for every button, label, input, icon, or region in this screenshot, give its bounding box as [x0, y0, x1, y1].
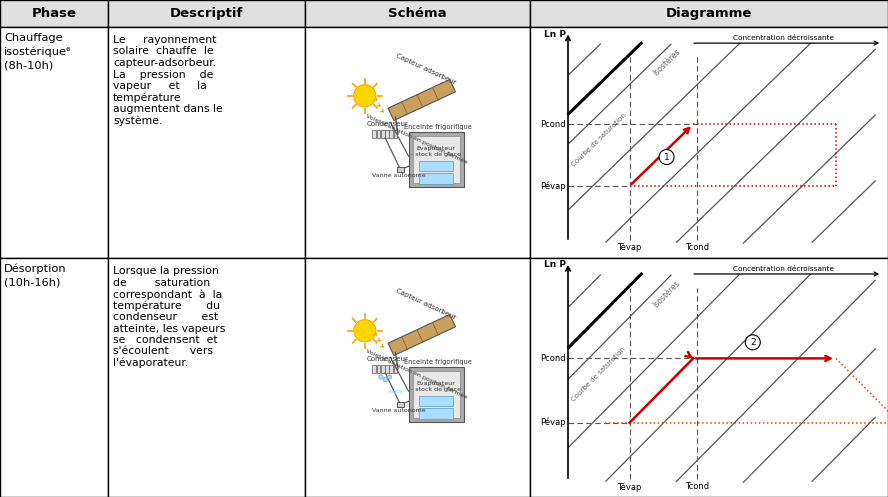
Circle shape: [353, 320, 376, 342]
Bar: [108, 258, 305, 497]
Text: Isostères: Isostères: [651, 47, 682, 78]
Text: solaire  chauffe  le: solaire chauffe le: [113, 47, 214, 57]
Circle shape: [387, 375, 392, 379]
Text: 1: 1: [663, 153, 670, 162]
Bar: [0, 0, 108, 27]
Text: Pévap: Pévap: [541, 181, 566, 191]
Text: Volet d'aération en position fermée: Volet d'aération en position fermée: [365, 348, 468, 400]
Bar: [381, 365, 385, 373]
Text: Evaporateur
- stock de glace: Evaporateur - stock de glace: [411, 381, 461, 392]
Text: Schéma: Schéma: [388, 7, 447, 20]
Bar: [381, 130, 385, 138]
Text: Condenseur: Condenseur: [366, 356, 408, 362]
Bar: [397, 402, 404, 407]
Text: système.: système.: [113, 115, 163, 126]
Text: Désorption
(10h-16h): Désorption (10h-16h): [4, 264, 67, 288]
Text: l'évaporateur.: l'évaporateur.: [113, 358, 188, 368]
Bar: [397, 167, 404, 172]
Text: Chauffage
isostérique⁶
(8h-10h): Chauffage isostérique⁶ (8h-10h): [4, 33, 72, 70]
Text: Ln P: Ln P: [544, 260, 566, 269]
Text: Capteur adsorbeur: Capteur adsorbeur: [395, 53, 457, 86]
Text: Tévap: Tévap: [617, 482, 642, 492]
Circle shape: [353, 84, 376, 107]
Text: atteinte, les vapeurs: atteinte, les vapeurs: [113, 324, 226, 333]
Bar: [413, 371, 460, 418]
Bar: [393, 365, 397, 373]
Text: Pcond: Pcond: [541, 354, 566, 363]
Text: Courbe de saturation: Courbe de saturation: [570, 112, 628, 167]
Bar: [530, 258, 888, 497]
Text: Enceinte frigorifique: Enceinte frigorifique: [404, 124, 472, 130]
Text: Volet d'aération en position fermée: Volet d'aération en position fermée: [365, 113, 468, 165]
Text: Pcond: Pcond: [541, 120, 566, 129]
Text: de        saturation: de saturation: [113, 277, 210, 287]
Bar: [530, 27, 888, 258]
Text: Enceinte frigorifique: Enceinte frigorifique: [404, 359, 472, 365]
Bar: [390, 365, 393, 373]
Text: *: *: [392, 390, 399, 400]
Polygon shape: [388, 315, 456, 355]
Bar: [305, 0, 530, 27]
Bar: [408, 132, 464, 187]
Text: Lorsque la pression: Lorsque la pression: [113, 266, 218, 276]
Bar: [419, 409, 453, 418]
Text: Vanne autonome: Vanne autonome: [372, 173, 425, 178]
Bar: [419, 173, 453, 183]
Bar: [372, 130, 376, 138]
Text: correspondant  à  la: correspondant à la: [113, 289, 222, 300]
Bar: [408, 367, 464, 422]
Circle shape: [379, 375, 383, 379]
Text: Evaporateur
- stock de glace: Evaporateur - stock de glace: [411, 147, 461, 157]
Bar: [0, 258, 108, 497]
Circle shape: [745, 335, 760, 350]
Text: s'écoulent      vers: s'écoulent vers: [113, 346, 213, 356]
Bar: [108, 0, 305, 27]
Text: Concentration décroissante: Concentration décroissante: [733, 266, 834, 272]
Bar: [0, 27, 108, 258]
Text: augmentent dans le: augmentent dans le: [113, 104, 223, 114]
Text: Tcond: Tcond: [686, 243, 710, 252]
Text: vapeur     et     la: vapeur et la: [113, 81, 207, 91]
Circle shape: [383, 378, 387, 382]
Text: Le     rayonnement: Le rayonnement: [113, 35, 217, 45]
Text: Phase: Phase: [31, 7, 76, 20]
Text: *: *: [388, 390, 393, 400]
Text: Vanne autonome: Vanne autonome: [372, 408, 425, 413]
Bar: [377, 130, 380, 138]
Bar: [419, 161, 453, 171]
Text: *: *: [398, 390, 403, 400]
Polygon shape: [388, 80, 456, 121]
Text: température       du: température du: [113, 301, 220, 311]
Bar: [385, 130, 389, 138]
Text: Pévap: Pévap: [541, 418, 566, 427]
Bar: [305, 258, 530, 497]
Text: Isostères: Isostères: [651, 279, 682, 310]
Text: Tcond: Tcond: [686, 482, 710, 491]
Text: température: température: [113, 92, 182, 103]
Bar: [305, 27, 530, 258]
Text: Courbe de saturation: Courbe de saturation: [571, 346, 627, 403]
Circle shape: [659, 150, 674, 165]
Text: Tévap: Tévap: [617, 243, 642, 252]
Text: La    pression    de: La pression de: [113, 70, 213, 80]
Text: Concentration décroissante: Concentration décroissante: [733, 35, 834, 41]
Text: Ln P: Ln P: [544, 30, 566, 39]
Bar: [413, 136, 460, 183]
Text: se   condensent  et: se condensent et: [113, 335, 218, 345]
Text: 2: 2: [750, 338, 756, 347]
Text: Capteur adsorbeur: Capteur adsorbeur: [395, 288, 457, 321]
Text: Condenseur: Condenseur: [366, 121, 408, 127]
Text: Diagramme: Diagramme: [666, 7, 752, 20]
Bar: [385, 365, 389, 373]
Bar: [390, 130, 393, 138]
Bar: [530, 0, 888, 27]
Text: Descriptif: Descriptif: [170, 7, 243, 20]
Text: condenseur       est: condenseur est: [113, 312, 218, 322]
Bar: [108, 27, 305, 258]
Bar: [393, 130, 397, 138]
Bar: [372, 365, 376, 373]
Bar: [419, 396, 453, 407]
Bar: [377, 365, 380, 373]
Text: capteur-adsorbeur.: capteur-adsorbeur.: [113, 58, 216, 68]
